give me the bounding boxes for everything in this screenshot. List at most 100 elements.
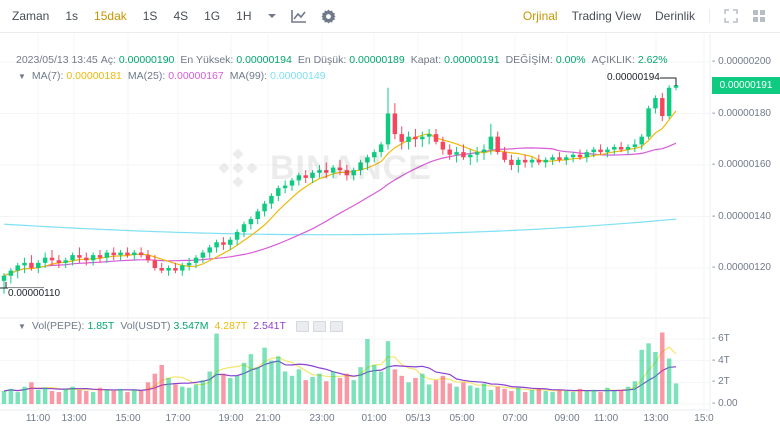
volume-bar bbox=[221, 373, 226, 404]
candle-body bbox=[42, 257, 48, 263]
volume-bar bbox=[15, 392, 20, 404]
volume-ma10-line bbox=[3, 360, 677, 392]
volume-bar bbox=[372, 365, 377, 404]
volume-bar bbox=[591, 389, 596, 404]
volume-bar bbox=[56, 392, 62, 404]
volume-bar bbox=[8, 388, 14, 404]
volume-bar bbox=[584, 391, 590, 404]
volume-bar bbox=[289, 375, 295, 404]
interval-1G[interactable]: 1G bbox=[204, 9, 221, 23]
volume-bar bbox=[324, 381, 329, 404]
volume-bar bbox=[49, 391, 55, 404]
volume-bar bbox=[152, 373, 158, 404]
candle-body bbox=[241, 224, 247, 232]
interval-15dak[interactable]: 15dak bbox=[94, 9, 127, 23]
candle-body bbox=[36, 262, 41, 268]
volume-bar bbox=[481, 383, 487, 404]
volume-bar bbox=[433, 380, 439, 404]
volume-bar bbox=[276, 356, 281, 404]
candle-body bbox=[406, 136, 411, 142]
candle-body bbox=[646, 108, 651, 137]
candle-body bbox=[399, 134, 404, 142]
candle-body bbox=[186, 262, 192, 266]
candle-body bbox=[193, 257, 199, 263]
candle-body bbox=[207, 247, 212, 253]
volume-bar bbox=[173, 384, 178, 404]
settings-gear-icon[interactable] bbox=[321, 8, 337, 24]
time-axis-label: 21:00 bbox=[255, 413, 281, 424]
open-label: Aç: bbox=[100, 54, 116, 66]
volume-bar bbox=[392, 369, 398, 404]
vol-ma5-value: 4.287T bbox=[214, 320, 248, 332]
candle-body bbox=[625, 146, 631, 150]
candle-body bbox=[378, 144, 384, 153]
fullscreen-icon[interactable] bbox=[724, 9, 738, 23]
volume-bar bbox=[612, 391, 617, 404]
vol-eye-icon[interactable] bbox=[295, 320, 309, 332]
candle-body bbox=[15, 265, 20, 271]
candle-body bbox=[317, 170, 322, 173]
candle-body bbox=[536, 159, 542, 163]
volume-bar bbox=[502, 388, 507, 404]
interval-4S[interactable]: 4S bbox=[173, 9, 189, 23]
volume-bar bbox=[358, 367, 363, 404]
more-grid-icon[interactable] bbox=[752, 9, 766, 23]
binance-watermark: BINANCE bbox=[216, 146, 432, 190]
candle-body bbox=[310, 172, 315, 178]
candle-body bbox=[474, 152, 480, 155]
moving-average-lines bbox=[3, 110, 677, 277]
candle-body bbox=[660, 98, 665, 117]
open-value: 0.00000190 bbox=[118, 54, 175, 66]
interval-1s[interactable]: 1s bbox=[65, 9, 79, 23]
candle-body bbox=[392, 113, 398, 135]
volume-bar bbox=[22, 386, 27, 404]
view-trading-view[interactable]: Trading View bbox=[571, 9, 641, 23]
volume-bar bbox=[193, 384, 199, 404]
candle-body bbox=[468, 154, 473, 158]
candle-body bbox=[612, 146, 617, 150]
vol-pepe-label: Vol(PEPE): bbox=[31, 320, 85, 332]
volume-bar bbox=[180, 386, 185, 404]
view-derinlik[interactable]: Derinlik bbox=[654, 9, 695, 23]
volume-bar bbox=[625, 386, 631, 404]
volume-bar bbox=[344, 373, 350, 404]
time-label[interactable]: Zaman bbox=[12, 9, 50, 23]
candle-body bbox=[344, 170, 350, 176]
ma-collapse-icon[interactable]: ▼ bbox=[18, 71, 26, 81]
ma7-line bbox=[3, 110, 677, 277]
candle-body bbox=[598, 149, 603, 153]
candle-body bbox=[426, 134, 432, 137]
volume-bar bbox=[618, 389, 624, 404]
volume-bar bbox=[550, 392, 555, 404]
interval-1S[interactable]: 1S bbox=[142, 9, 158, 23]
candle-body bbox=[221, 242, 226, 245]
volume-bar bbox=[63, 388, 68, 404]
volume-series bbox=[1, 332, 679, 404]
interval-dropdown-icon[interactable] bbox=[267, 11, 277, 21]
indicator-icon[interactable] bbox=[291, 9, 307, 23]
candle-body bbox=[433, 134, 439, 142]
candle-body bbox=[1, 275, 7, 281]
vol-settings-icon[interactable] bbox=[312, 320, 326, 332]
vol-collapse-icon[interactable]: ▼ bbox=[18, 321, 26, 331]
volume-bar bbox=[351, 380, 356, 404]
candle-body bbox=[584, 152, 590, 158]
interval-1H[interactable]: 1H bbox=[236, 9, 252, 23]
volume-bar bbox=[673, 383, 679, 404]
price-axis-label: - 0.00000140 bbox=[712, 210, 771, 222]
current-price-tag: 0.00000191 bbox=[712, 77, 780, 94]
volume-bar bbox=[488, 389, 494, 404]
candle-body bbox=[495, 136, 500, 153]
vol-close-icon[interactable] bbox=[329, 320, 343, 332]
candle-body bbox=[577, 154, 583, 158]
time-axis-label: 11:00 bbox=[25, 413, 51, 424]
volume-bar bbox=[564, 391, 569, 404]
low-callout: 0.00000110 bbox=[8, 288, 61, 299]
volume-bar bbox=[255, 367, 260, 404]
volume-bar bbox=[200, 380, 206, 404]
candle-body bbox=[358, 162, 363, 171]
view-orjinal[interactable]: Orjinal bbox=[522, 9, 558, 23]
candle-body bbox=[461, 152, 466, 158]
low-label: En Düşük: bbox=[297, 54, 347, 66]
